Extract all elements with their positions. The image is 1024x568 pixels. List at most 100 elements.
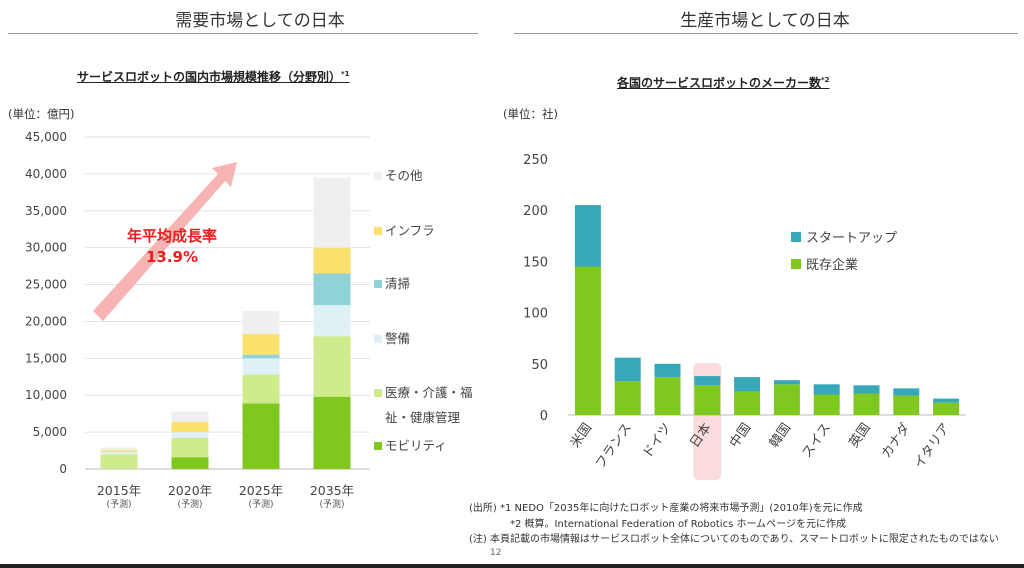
y-tick-label: 5,000 (33, 425, 67, 439)
legend-swatch-existing (791, 259, 801, 269)
footnote-source-2: *2 概算。International Federation of Roboti… (510, 519, 846, 530)
maker-chart-title-note: *2 (821, 76, 830, 84)
bar-segment-existing (574, 266, 601, 415)
market-chart-bars: 2015年(予測)2020年(予測)2025年(予測)2035年(予測) (97, 177, 354, 510)
bar-segment-mobility (313, 396, 351, 469)
bar-segment-other (242, 311, 280, 334)
x-tick-label: 2025年 (239, 483, 283, 498)
bar-segment-security (171, 432, 209, 439)
x-tick-label: スイス (800, 421, 834, 461)
maker-chart-title-text: 各国のサービスロボットのメーカー数 (617, 76, 822, 90)
y-tick-label: 25,000 (25, 278, 67, 292)
legend-swatch-other (374, 172, 382, 180)
legend-swatch-infra (374, 227, 382, 235)
y-tick-label: 0 (59, 462, 67, 476)
footnote-note: (注) 本頁記載の市場情報はサービスロボット全体についてのものであり、スマートロ… (469, 534, 999, 545)
bar-segment-cleaning (313, 273, 351, 306)
bar-segment-infra (242, 333, 280, 355)
y-tick-label: 150 (523, 255, 548, 270)
y-tick-label: 30,000 (25, 241, 67, 255)
bar-segment-existing (654, 377, 681, 415)
legend-label-medical-line2: 祉・健康管理 (385, 410, 461, 425)
y-tick-label: 35,000 (25, 204, 67, 218)
legend-swatch-medical (374, 389, 382, 397)
x-tick-label: 英国 (847, 421, 874, 451)
bar-segment-medical (242, 374, 280, 404)
y-tick-label: 0 (540, 409, 548, 424)
bar-segment-mobility (242, 403, 280, 469)
bar-segment-startup (933, 398, 960, 403)
market-chart-title-text: サービスロボットの国内市場規模推移（分野別） (77, 70, 342, 84)
x-tick-note: (予測) (106, 498, 131, 510)
x-tick-label: カナダ (879, 421, 914, 462)
maker-chart-title: 各国のサービスロボットのメーカー数*2 (617, 74, 830, 91)
bar-segment-startup (853, 385, 880, 394)
bar-segment-infra (171, 421, 209, 433)
section-divider-left (8, 33, 478, 34)
x-tick-label: フランス (593, 421, 635, 472)
y-tick-label: 200 (523, 204, 548, 219)
x-tick-note: (予測) (248, 498, 273, 510)
section-title-production: 生産市場としての日本 (680, 11, 850, 31)
bar-segment-medical (313, 336, 351, 397)
growth-rate-label: 年平均成長率 (127, 227, 217, 245)
y-tick-label: 100 (523, 307, 548, 322)
bar-segment-existing (734, 391, 761, 415)
bar-segment-startup (574, 205, 601, 267)
x-tick-label: 韓国 (767, 421, 794, 451)
y-tick-label: 40,000 (25, 167, 67, 181)
legend-swatch-security (374, 335, 382, 343)
bar-segment-existing (853, 393, 880, 415)
bar-segment-security (242, 358, 280, 375)
bar-segment-startup (614, 357, 641, 382)
legend-label-cleaning: 清掃 (385, 276, 410, 291)
bar-segment-security (313, 305, 351, 337)
bar-segment-infra (100, 450, 138, 453)
y-tick-label: 45,000 (25, 130, 67, 144)
x-tick-label: 中国 (727, 421, 754, 451)
bar-segment-other (100, 447, 138, 451)
x-tick-note: (予測) (177, 498, 202, 510)
bar-segment-startup (773, 380, 800, 385)
bar-segment-existing (933, 402, 960, 415)
legend-label-mobility: モビリティ (385, 438, 447, 453)
market-size-chart: 0 5,000 10,000 15,000 20,000 25,000 30,000 35,0… (25, 130, 473, 510)
growth-rate-value: 13.9% (146, 248, 198, 266)
bar-segment-other (171, 411, 209, 422)
maker-chart-axis: 0 50 100 150 200 250 (523, 153, 966, 424)
y-tick-label: 20,000 (25, 314, 67, 328)
bar-segment-existing (614, 381, 641, 415)
legend-label-security: 警備 (385, 331, 410, 346)
x-tick-label: 2020年 (168, 483, 212, 498)
x-tick-label: 米国 (568, 421, 595, 451)
x-tick-label: イタリア (912, 421, 954, 472)
page-number: 12 (490, 548, 502, 558)
bar-segment-security (100, 452, 138, 455)
y-tick-label: 50 (531, 358, 548, 373)
bar-segment-cleaning (242, 354, 280, 359)
legend-swatch-mobility (374, 442, 382, 450)
bar-segment-startup (813, 384, 840, 395)
y-tick-label: 15,000 (25, 351, 67, 365)
section-title-demand: 需要市場としての日本 (175, 11, 345, 31)
bar-segment-existing (893, 395, 920, 415)
bar-segment-startup (654, 363, 681, 378)
legend-swatch-cleaning (374, 280, 382, 288)
y-tick-label: 10,000 (25, 388, 67, 402)
market-chart-title: サービスロボットの国内市場規模推移（分野別）*1 (77, 68, 350, 85)
x-tick-label: ドイツ (640, 421, 675, 462)
bar-segment-existing (773, 384, 800, 415)
growth-arrow (93, 162, 237, 321)
bar-segment-medical (100, 454, 138, 469)
bar-segment-medical (171, 438, 209, 458)
market-chart-title-note: *1 (341, 70, 350, 78)
market-chart-unit: (単位：億円) (8, 107, 75, 121)
section-divider-right (514, 33, 1018, 34)
bar-segment-startup (893, 388, 920, 396)
legend-label-existing: 既存企業 (806, 257, 858, 273)
legend-label-startup: スタートアップ (806, 231, 897, 246)
legend-label-other: その他 (385, 168, 423, 183)
